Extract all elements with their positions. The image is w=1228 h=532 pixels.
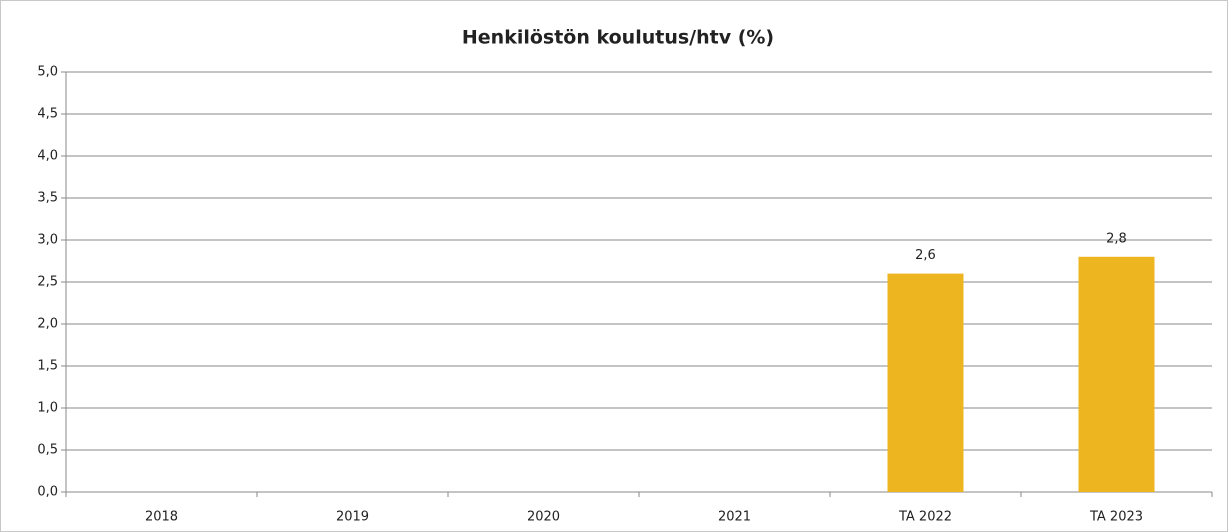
x-tick-label: TA 2022: [898, 510, 952, 525]
y-tick-label: 3,0: [37, 233, 58, 248]
y-tick-label: 4,5: [37, 107, 58, 122]
x-tick-label: TA 2023: [1089, 510, 1143, 525]
bar: [887, 273, 964, 492]
y-tick-label: 4,0: [37, 149, 58, 164]
y-tick-label: 1,0: [37, 401, 58, 416]
y-tick-label: 5,0: [37, 65, 58, 80]
x-tick-label: 2018: [145, 510, 178, 525]
y-tick-label: 1,5: [37, 359, 58, 374]
y-tick-label: 2,5: [37, 275, 58, 290]
y-tick-label: 3,5: [37, 191, 58, 206]
y-tick-label: 0,5: [37, 443, 58, 458]
x-tick-label: 2021: [718, 510, 751, 525]
x-tick-label: 2020: [527, 510, 560, 525]
chart-title: Henkilöstön koulutus/htv (%): [462, 27, 774, 49]
bar: [1078, 256, 1155, 492]
value-label: 2,6: [915, 248, 936, 263]
y-tick-label: 2,0: [37, 317, 58, 332]
y-tick-label: 0,0: [37, 485, 58, 500]
value-label: 2,8: [1106, 231, 1127, 246]
x-tick-label: 2019: [336, 510, 369, 525]
